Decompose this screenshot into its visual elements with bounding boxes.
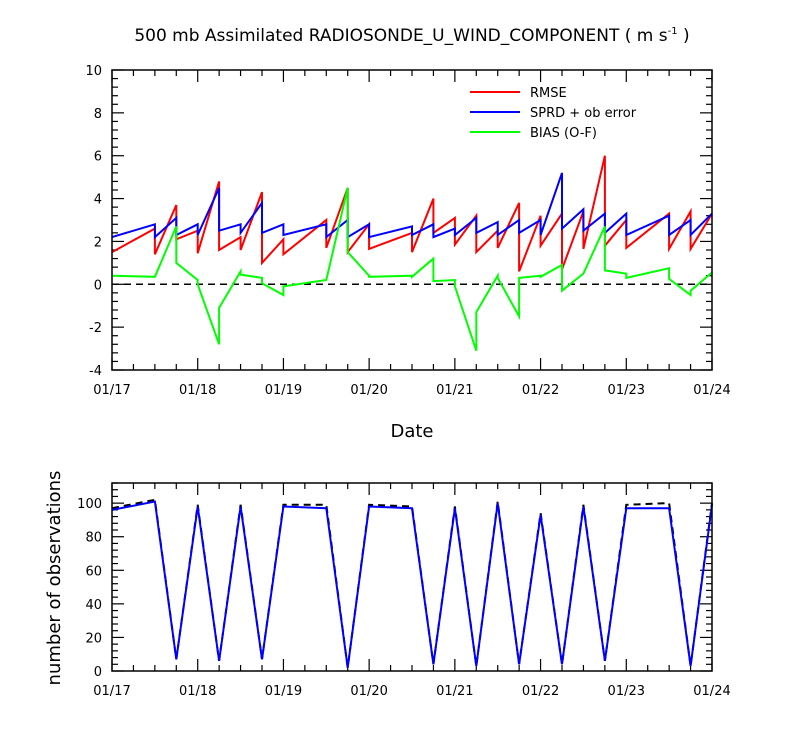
- bottom-y-tick-label: 80: [85, 531, 102, 546]
- bottom-x-tick-label: 01/17: [93, 684, 130, 699]
- bottom-plot-frame: [111, 482, 713, 672]
- top-x-tick-label: 01/24: [693, 383, 730, 398]
- chart-title-close: ): [678, 26, 690, 46]
- chart-title-exponent: -1: [668, 26, 678, 37]
- top-plot-frame: [111, 69, 713, 371]
- top-series-bias-o-f: [111, 187, 713, 352]
- bottom-y-tick-label: 20: [85, 631, 102, 646]
- top-series-rmse: [111, 155, 713, 272]
- top-x-tick-label: 01/22: [522, 383, 559, 398]
- legend-label: RMSE: [530, 86, 567, 101]
- top-y-tick-label: -2: [89, 321, 102, 336]
- top-series-sprd-ob-error: [111, 172, 713, 240]
- legend-label: SPRD + ob error: [530, 106, 637, 121]
- top-y-tick-label: 6: [94, 150, 102, 165]
- top-x-tick-label: 01/20: [350, 383, 387, 398]
- bottom-series-line-1: [111, 500, 713, 668]
- chart-title: 500 mb Assimilated RADIOSONDE_U_WIND_COM…: [134, 26, 689, 46]
- top-x-tick-label: 01/21: [436, 383, 473, 398]
- chart-title-main: 500 mb Assimilated RADIOSONDE_U_WIND_COM…: [134, 26, 667, 46]
- top-x-tick-label: 01/19: [265, 383, 302, 398]
- bottom-y-tick-label: 40: [85, 598, 102, 613]
- top-y-tick-label: -4: [89, 364, 102, 379]
- y-axis-title-observations: number of observations: [44, 471, 65, 686]
- top-x-tick-label: 01/18: [179, 383, 216, 398]
- top-y-tick-label: 0: [94, 278, 102, 293]
- bottom-series-line-0: [111, 498, 713, 668]
- top-x-tick-label: 01/23: [608, 383, 645, 398]
- top-panel: 01/17 01/18 01/19 01/20 01/21 01/22 01/23 01/24…: [85, 64, 730, 398]
- bottom-x-tick-label: 01/18: [179, 684, 216, 699]
- bottom-x-tick-label: 01/21: [436, 684, 473, 699]
- bottom-y-tick-label: 100: [77, 497, 102, 512]
- bottom-x-tick-label: 01/24: [693, 684, 730, 699]
- legend-label: BIAS (O-F): [530, 126, 597, 141]
- bottom-x-tick-label: 01/23: [608, 684, 645, 699]
- top-y-tick-label: 4: [94, 193, 102, 208]
- bottom-x-tick-label: 01/20: [350, 684, 387, 699]
- legend: RMSE SPRD + ob error BIAS (O-F): [470, 86, 637, 141]
- x-axis-title: Date: [390, 421, 433, 442]
- top-y-tick-label: 8: [94, 107, 102, 122]
- top-y-tick-label: 10: [85, 64, 102, 79]
- top-x-tick-label: 01/17: [93, 383, 130, 398]
- bottom-y-tick-label: 0: [94, 665, 102, 680]
- bottom-x-tick-label: 01/22: [522, 684, 559, 699]
- bottom-x-tick-label: 01/19: [265, 684, 302, 699]
- bottom-panel: 01/17 01/18 01/19 01/20 01/21 01/22 01/23 01/24…: [77, 482, 731, 699]
- top-y-tick-label: 2: [94, 235, 102, 250]
- bottom-y-tick-label: 60: [85, 564, 102, 579]
